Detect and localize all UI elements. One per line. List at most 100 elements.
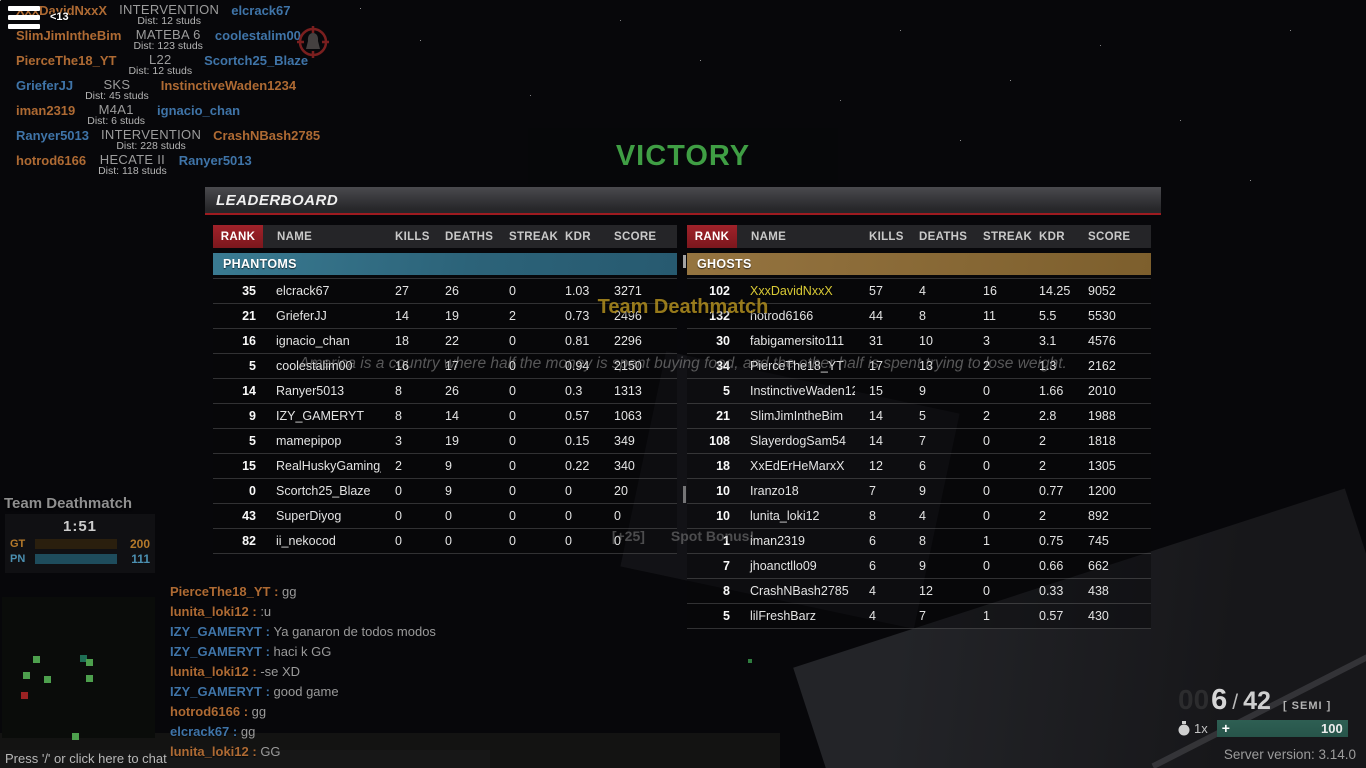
player-streak: 0 (509, 509, 516, 523)
player-rank: 14 (242, 384, 256, 398)
player-rank: 10 (716, 509, 730, 523)
player-name: Ranyer5013 (276, 384, 345, 398)
player-streak: 1 (983, 534, 990, 548)
minimap-player-dot (21, 692, 28, 699)
leaderboard-row: 8 CrashNBash2785 4 12 0 0.33 438 (687, 579, 1151, 604)
player-name: RealHuskyGaming_Y (276, 459, 381, 473)
player-score: 2296 (614, 334, 642, 348)
killer-name: PierceThe18_YT (16, 53, 117, 68)
player-deaths: 13 (919, 359, 933, 373)
player-score: 2010 (1088, 384, 1116, 398)
player-kills: 8 (869, 509, 876, 523)
chat-sender-name: lunita_loki12 : (170, 744, 261, 759)
player-rank: 18 (716, 459, 730, 473)
player-rank: 21 (242, 309, 256, 323)
player-rank: 35 (242, 284, 256, 298)
player-kdr: 0 (565, 484, 572, 498)
victim-name: elcrack67 (231, 3, 291, 18)
gamemode-banner: Team Deathmatch (597, 296, 769, 318)
loading-tip-text: America is a country where half the mone… (299, 355, 1067, 372)
player-deaths: 9 (919, 484, 926, 498)
column-kdr: KDR (1039, 230, 1065, 243)
player-rank: 5 (249, 434, 256, 448)
age-badge: <13 (50, 11, 69, 23)
player-streak: 0 (983, 384, 990, 398)
leaderboard-row: 5 coolestalim00 16 17 0 0.94 2150 (213, 354, 677, 379)
chat-separator: : (270, 584, 283, 599)
chat-message: IZY_GAMERYT : good game (170, 682, 436, 702)
kill-distance: Dist: 123 studs (133, 40, 203, 52)
leaderboard-title: LEADERBOARD (216, 191, 339, 209)
killfeed: XxxDavidNxxX INTERVENTION Dist: 12 studs… (16, 3, 320, 178)
player-kdr: 1.03 (565, 284, 590, 298)
player-kills: 17 (869, 359, 883, 373)
killfeed-entry: hotrod6166 HECATE II Dist: 118 studs Ran… (16, 153, 320, 178)
column-score: SCORE (1088, 230, 1131, 243)
column-kills: KILLS (869, 230, 904, 243)
chat-message-text: gg (282, 584, 297, 599)
player-kills: 2 (395, 459, 402, 473)
player-kills: 0 (395, 484, 402, 498)
victim-name: ignacio_chan (157, 103, 241, 118)
player-deaths: 12 (919, 584, 933, 598)
team-score-row: PN 111 (10, 552, 150, 566)
minimap-player-dot (23, 672, 30, 679)
player-rank: 0 (249, 484, 256, 498)
team-score-value: 200 (129, 536, 150, 551)
player-deaths: 10 (919, 334, 933, 348)
column-rank: RANK (213, 225, 263, 248)
player-kdr: 0.3 (565, 384, 583, 398)
health-plus-icon: + (1221, 720, 1230, 736)
leaderboard-row: 21 GrieferJJ 14 19 2 0.73 2496 (213, 304, 677, 329)
minimap (2, 597, 155, 740)
chat-input-bar[interactable]: Press '/' or click here to chat (0, 750, 490, 768)
player-name: fabigamersito111 (750, 334, 845, 348)
player-kdr: 5.5 (1039, 309, 1057, 323)
minimap-player-dot (80, 655, 87, 662)
player-score: 0 (614, 509, 621, 523)
menu-button[interactable] (8, 6, 40, 30)
health-value: 100 (1321, 721, 1343, 736)
player-streak: 0 (983, 584, 990, 598)
weapon-name: M4A1 (98, 102, 134, 117)
player-score: 3271 (614, 284, 642, 298)
victim-name: CrashNBash2785 (213, 128, 321, 143)
killfeed-partial-entry: Dist: 31 studs (76, 0, 140, 3)
player-score: 4576 (1088, 334, 1116, 348)
player-streak: 2 (509, 309, 516, 323)
chat-message-text: GG (260, 744, 281, 759)
leaderboard-row: 30 fabigamersito111 31 10 3 3.1 4576 (687, 329, 1151, 354)
chat-separator: : (248, 744, 261, 759)
player-name: SlimJimIntheBim (750, 409, 844, 423)
player-name: ii_nekocod (276, 534, 336, 548)
chat-message-text: gg (240, 724, 256, 739)
player-name: ignacio_chan (276, 334, 350, 348)
player-name: elcrack67 (276, 284, 330, 298)
player-score: 2496 (614, 309, 642, 323)
player-score: 2162 (1088, 359, 1116, 373)
leaderboard-table: RANK NAME KILLS DEATHS STREAK KDR SCORE … (213, 225, 677, 629)
player-deaths: 5 (919, 409, 926, 423)
weapon-name: INTERVENTION (101, 127, 202, 142)
player-score: 349 (614, 434, 635, 448)
player-score: 0 (614, 534, 621, 548)
player-kills: 16 (395, 359, 409, 373)
health-bar: + 100 (1216, 720, 1348, 737)
night-sky-stars (0, 0, 1, 1)
player-rank: 8 (723, 584, 730, 598)
weapon-name: INTERVENTION (119, 2, 220, 17)
player-rank: 1 (723, 534, 730, 548)
leaderboard-row: 14 Ranyer5013 8 26 0 0.3 1313 (213, 379, 677, 404)
leaderboard-row: 5 mamepipop 3 19 0 0.15 349 (213, 429, 677, 454)
player-name: lunita_loki12 (750, 509, 820, 523)
column-name: NAME (277, 230, 313, 243)
chat-sender-name: lunita_loki12 : (170, 664, 261, 679)
chat-message-text: :u (260, 604, 272, 619)
player-deaths: 8 (919, 534, 926, 548)
player-rank: 5 (249, 359, 256, 373)
player-name: jhoanctllo09 (750, 559, 817, 573)
divider-tick (683, 486, 686, 503)
team-player-rows: 102 XxxDavidNxxX 57 4 16 14.25 9052 132 … (687, 278, 1151, 629)
player-kills: 15 (869, 384, 883, 398)
leaderboard-row: 0 Scortch25_Blaze 0 9 0 0 20 (213, 479, 677, 504)
